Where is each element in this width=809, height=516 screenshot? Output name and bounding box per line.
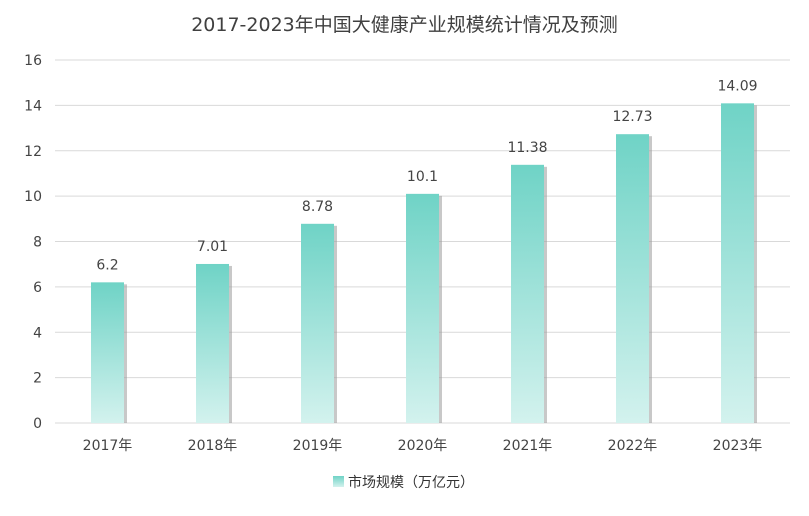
legend-label: 市场规模（万亿元）: [348, 474, 474, 491]
y-tick-label: 4: [33, 325, 42, 341]
bar: [616, 134, 649, 424]
y-tick-label: 8: [33, 235, 42, 251]
y-axis-ticks: 0 2 4 6 8 10 12 14 16: [24, 53, 42, 432]
legend-swatch: [333, 476, 344, 487]
bar: [511, 164, 544, 423]
x-category-label: 2019年: [293, 438, 343, 454]
bar: [721, 103, 754, 423]
x-axis-categories: 2017年 2018年 2019年 2020年 2021年 2022年 2023年: [83, 438, 763, 454]
bar: [91, 282, 124, 423]
chart-title: 2017-2023年中国大健康产业规模统计情况及预测: [191, 14, 618, 36]
x-category-label: 2020年: [398, 438, 448, 454]
y-tick-label: 12: [24, 144, 42, 160]
x-category-label: 2021年: [503, 438, 553, 454]
x-category-label: 2022年: [608, 438, 658, 454]
y-tick-label: 16: [24, 53, 42, 69]
data-label: 6.2: [96, 257, 118, 273]
bar: [406, 193, 439, 423]
y-tick-label: 14: [24, 98, 42, 114]
x-category-label: 2017年: [83, 438, 133, 454]
data-label: 8.78: [302, 199, 333, 215]
y-tick-label: 2: [33, 371, 42, 387]
x-category-label: 2023年: [713, 438, 763, 454]
bars: [91, 103, 757, 424]
data-labels: 6.2 7.01 8.78 10.1 11.38 12.73 14.09: [96, 78, 757, 273]
y-tick-label: 6: [33, 280, 42, 296]
y-tick-label: 0: [33, 416, 42, 432]
data-label: 14.09: [717, 78, 757, 94]
legend: 市场规模（万亿元）: [333, 474, 474, 491]
data-label: 7.01: [197, 239, 228, 255]
data-label: 12.73: [612, 109, 652, 125]
y-tick-label: 10: [24, 189, 42, 205]
data-label: 10.1: [407, 169, 438, 185]
x-category-label: 2018年: [188, 438, 238, 454]
bar: [196, 263, 229, 423]
bar: [301, 223, 334, 423]
data-label: 11.38: [507, 140, 547, 156]
